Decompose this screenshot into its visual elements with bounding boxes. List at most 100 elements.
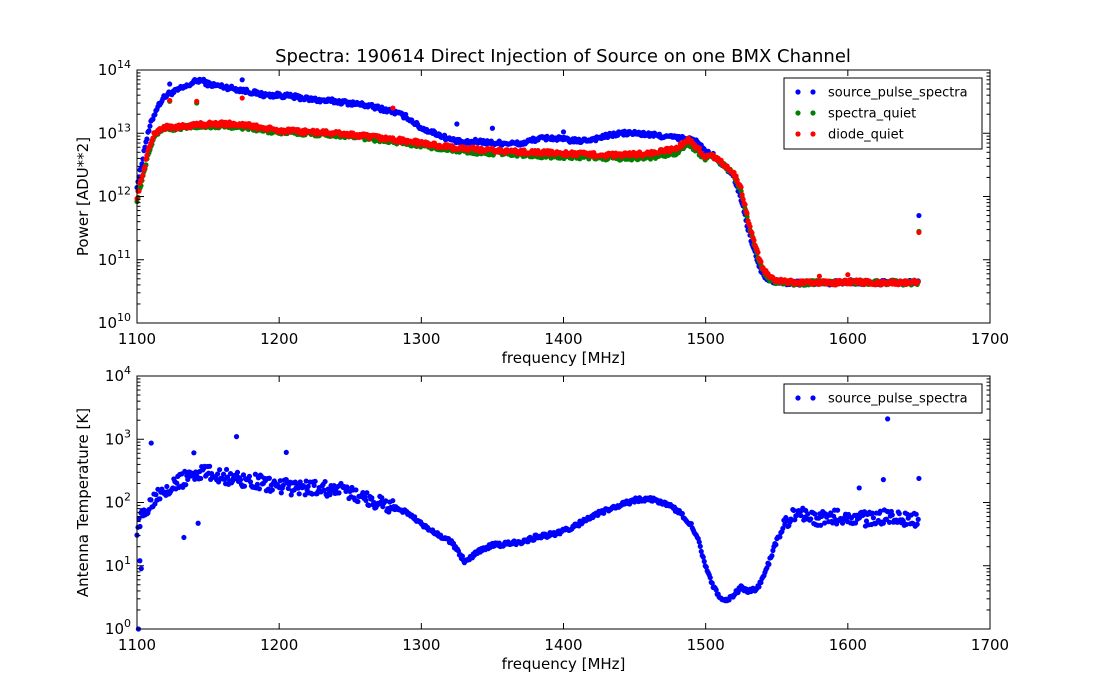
data-point: [744, 210, 750, 216]
data-point: [713, 587, 719, 593]
data-point: [896, 511, 902, 517]
x-tick-label: 1700: [971, 330, 1009, 348]
data-point: [305, 483, 311, 490]
data-point: [150, 135, 156, 141]
outlier-point: [194, 98, 200, 104]
data-point: [198, 475, 204, 482]
data-point: [679, 510, 685, 517]
data-point: [805, 511, 811, 517]
series-diode_quiet: [134, 119, 921, 288]
data-point: [136, 188, 142, 194]
data-point: [215, 471, 221, 477]
data-point: [142, 164, 148, 170]
data-point: [254, 481, 261, 487]
data-point: [142, 144, 148, 150]
outlier-point: [454, 121, 460, 127]
data-point: [363, 497, 369, 503]
data-point: [889, 512, 895, 518]
data-point: [733, 173, 739, 179]
x-tick-label: 1500: [687, 330, 725, 348]
data-point: [247, 479, 254, 485]
data-point: [301, 484, 307, 490]
data-point: [369, 495, 375, 501]
data-point: [296, 491, 302, 497]
data-point: [747, 224, 753, 230]
x-tick-label: 1300: [402, 636, 440, 654]
data-point: [383, 498, 389, 504]
outlier-point: [167, 97, 173, 104]
x-tick-label: 1100: [118, 636, 156, 654]
legend-marker: [810, 131, 816, 137]
x-axis-label: frequency [MHz]: [502, 655, 626, 673]
legend-label: diode_quiet: [828, 128, 904, 143]
data-point: [751, 237, 757, 243]
data-point: [322, 478, 328, 485]
outlier-point: [885, 416, 891, 422]
data-point: [792, 517, 798, 523]
data-point: [371, 499, 377, 505]
data-point: [869, 510, 876, 516]
data-point: [773, 542, 779, 548]
data-point: [234, 469, 241, 475]
data-point: [336, 490, 342, 496]
outlier-point: [239, 77, 245, 83]
outlier-point: [233, 434, 240, 440]
legend-marker: [795, 395, 801, 401]
legend: source_pulse_spectra: [783, 383, 983, 414]
data-point: [241, 483, 248, 489]
data-point: [756, 584, 762, 590]
data-point: [183, 482, 189, 488]
legend-marker: [795, 131, 801, 137]
outlier-point: [195, 520, 201, 526]
outlier-point: [239, 95, 245, 101]
data-point: [749, 230, 755, 236]
data-point: [285, 485, 291, 492]
outlier-point: [856, 485, 862, 491]
data-point: [777, 534, 783, 540]
data-point: [309, 491, 315, 497]
data-point: [321, 487, 327, 493]
y-axis-label: Power [ADU**2]: [74, 137, 92, 256]
data-point: [701, 146, 707, 152]
data-point: [903, 521, 909, 527]
data-point: [152, 112, 158, 118]
outlier-point: [137, 558, 143, 564]
data-point: [913, 511, 919, 517]
data-point: [738, 184, 744, 190]
data-point: [688, 520, 694, 527]
legend-marker: [810, 89, 816, 95]
data-point: [697, 543, 703, 549]
outlier-point: [283, 449, 289, 455]
data-point: [278, 490, 284, 496]
outlier-point: [181, 534, 187, 541]
outlier-point: [916, 212, 922, 219]
antenna-temperature-panel: 1100 1200 1300 1400 1500 1600 1700 100 101 102 103…: [74, 364, 1009, 673]
y-tick-label: 104: [105, 364, 131, 385]
data-point: [227, 471, 234, 477]
outlier-point: [489, 125, 496, 131]
data-point: [700, 554, 706, 560]
power-spectrum-panel: 1100 1200 1300 1400 1500 1600 1700 1010 1011 1012…: [74, 58, 1009, 367]
data-point: [207, 463, 213, 469]
data-point: [146, 128, 152, 134]
x-tick-label: 1400: [544, 636, 582, 654]
y-tick-label: 1011: [98, 248, 131, 269]
data-point: [758, 579, 764, 586]
data-point: [252, 471, 259, 477]
y-tick-label: 102: [105, 491, 131, 512]
data-point: [164, 483, 170, 490]
data-point: [269, 487, 275, 493]
data-point: [791, 507, 797, 514]
data-point: [742, 202, 748, 208]
legend-box: [783, 383, 983, 414]
data-point: [870, 515, 877, 521]
data-point: [297, 479, 303, 485]
data-point: [303, 478, 309, 484]
data-point: [835, 507, 841, 513]
data-point: [325, 486, 331, 492]
data-point: [327, 492, 333, 498]
data-point: [766, 561, 772, 567]
data-point: [739, 192, 745, 198]
data-point: [364, 490, 370, 496]
